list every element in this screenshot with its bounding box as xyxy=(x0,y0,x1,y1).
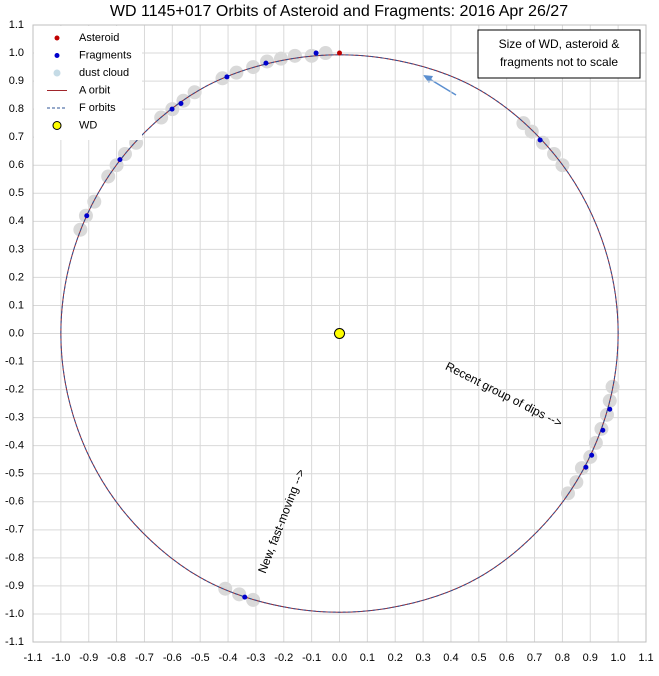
x-tick-label: -1.0 xyxy=(51,652,70,664)
legend-label: F orbits xyxy=(79,102,116,114)
legend-label: Fragments xyxy=(79,49,132,61)
x-tick-label: -0.1 xyxy=(302,652,321,664)
point xyxy=(117,157,123,163)
point xyxy=(607,406,613,412)
y-tick-label: -0.5 xyxy=(5,468,24,480)
arrow xyxy=(427,77,457,96)
chart-title: WD 1145+017 Orbits of Asteroid and Fragm… xyxy=(110,3,568,20)
y-tick-label: -0.2 xyxy=(5,383,24,395)
y-tick-label: 0.8 xyxy=(9,103,24,115)
dust-point xyxy=(176,93,191,108)
x-tick-label: 0.5 xyxy=(471,652,486,664)
x-tick-label: -0.4 xyxy=(219,652,238,664)
x-tick-label: -0.8 xyxy=(107,652,126,664)
y-tick-label: 0.4 xyxy=(9,215,24,227)
x-tick-label: 0.6 xyxy=(499,652,514,664)
note-text: Size of WD, asteroid & xyxy=(499,37,620,51)
x-tick-label: -0.9 xyxy=(79,652,98,664)
dust-point xyxy=(560,486,575,501)
point xyxy=(313,50,319,56)
y-tick-label: -0.9 xyxy=(5,580,24,592)
y-tick-label: -0.6 xyxy=(5,496,24,508)
note-box xyxy=(477,29,641,79)
plot-frame xyxy=(32,24,647,643)
legend-swatch xyxy=(52,121,62,130)
y-tick-label: 1.0 xyxy=(9,47,24,59)
note-text: fragments not to scale xyxy=(500,55,618,69)
x-tick-label: 0.3 xyxy=(415,652,430,664)
x-tick-label: -0.5 xyxy=(191,652,210,664)
legend-swatch xyxy=(53,69,61,77)
y-tick-label: -1.0 xyxy=(5,608,24,620)
y-tick-label: 0.2 xyxy=(9,271,24,283)
y-tick-label: -0.3 xyxy=(5,412,24,424)
point xyxy=(169,106,175,112)
wd-point xyxy=(334,328,345,339)
x-tick-label: 1.0 xyxy=(610,652,625,664)
dust-point xyxy=(535,135,550,150)
x-tick-label: 0.2 xyxy=(388,652,403,664)
point xyxy=(224,74,230,80)
point xyxy=(242,594,248,600)
point xyxy=(263,60,269,66)
dust-point xyxy=(87,194,102,209)
y-tick-label: -0.4 xyxy=(5,440,24,452)
dust-point xyxy=(287,48,302,63)
legend-swatch xyxy=(54,53,60,58)
y-tick-label: -0.1 xyxy=(5,355,24,367)
point xyxy=(583,464,589,470)
dust-point xyxy=(218,581,233,596)
x-tick-label: -0.6 xyxy=(163,652,182,664)
y-tick-label: -0.7 xyxy=(5,524,24,536)
y-tick-label: -1.1 xyxy=(5,636,24,648)
legend-swatch xyxy=(54,35,60,41)
point xyxy=(337,50,342,56)
y-tick-label: 0.6 xyxy=(9,159,24,171)
y-tick-label: 0.0 xyxy=(9,327,24,339)
annotation: Recent group of dips --> xyxy=(443,359,564,430)
point xyxy=(178,101,184,107)
x-tick-label: -1.1 xyxy=(24,652,43,664)
point xyxy=(537,137,543,143)
x-tick-label: -0.2 xyxy=(274,652,293,664)
x-tick-label: 0.8 xyxy=(555,652,570,664)
arrow-head xyxy=(423,75,433,83)
x-tick-label: 0.4 xyxy=(443,652,458,664)
legend-box xyxy=(34,26,142,140)
y-tick-label: 1.1 xyxy=(9,19,24,31)
legend-label: WD xyxy=(79,119,97,131)
y-tick-label: 0.7 xyxy=(9,131,24,143)
x-tick-label: 0.1 xyxy=(360,652,375,664)
dust-point xyxy=(516,116,531,131)
x-tick-label: -0.7 xyxy=(135,652,154,664)
y-tick-label: 0.1 xyxy=(9,299,24,311)
y-tick-label: 0.3 xyxy=(9,243,24,255)
y-tick-label: 0.5 xyxy=(9,187,24,199)
x-tick-label: 0.0 xyxy=(332,652,347,664)
legend: Asteroid Fragments dust cloud A orbit F orbi… xyxy=(34,26,142,140)
x-tick-label: 0.7 xyxy=(527,652,542,664)
legend-label: Asteroid xyxy=(79,32,119,44)
point xyxy=(600,427,606,433)
y-tick-label: -0.8 xyxy=(5,552,24,564)
dust-point xyxy=(273,51,288,66)
x-tick-label: -0.3 xyxy=(246,652,265,664)
y-tick-label: 0.9 xyxy=(9,75,24,87)
orbit-line xyxy=(60,54,619,613)
legend-label: A orbit xyxy=(79,84,110,96)
x-tick-label: 0.9 xyxy=(583,652,598,664)
point xyxy=(589,452,595,458)
annotation: New, fast-moving --> xyxy=(255,467,308,575)
dust-point xyxy=(318,46,333,61)
legend-label: dust cloud xyxy=(79,67,129,79)
x-tick-label: 1.1 xyxy=(638,652,653,664)
point xyxy=(84,213,90,219)
